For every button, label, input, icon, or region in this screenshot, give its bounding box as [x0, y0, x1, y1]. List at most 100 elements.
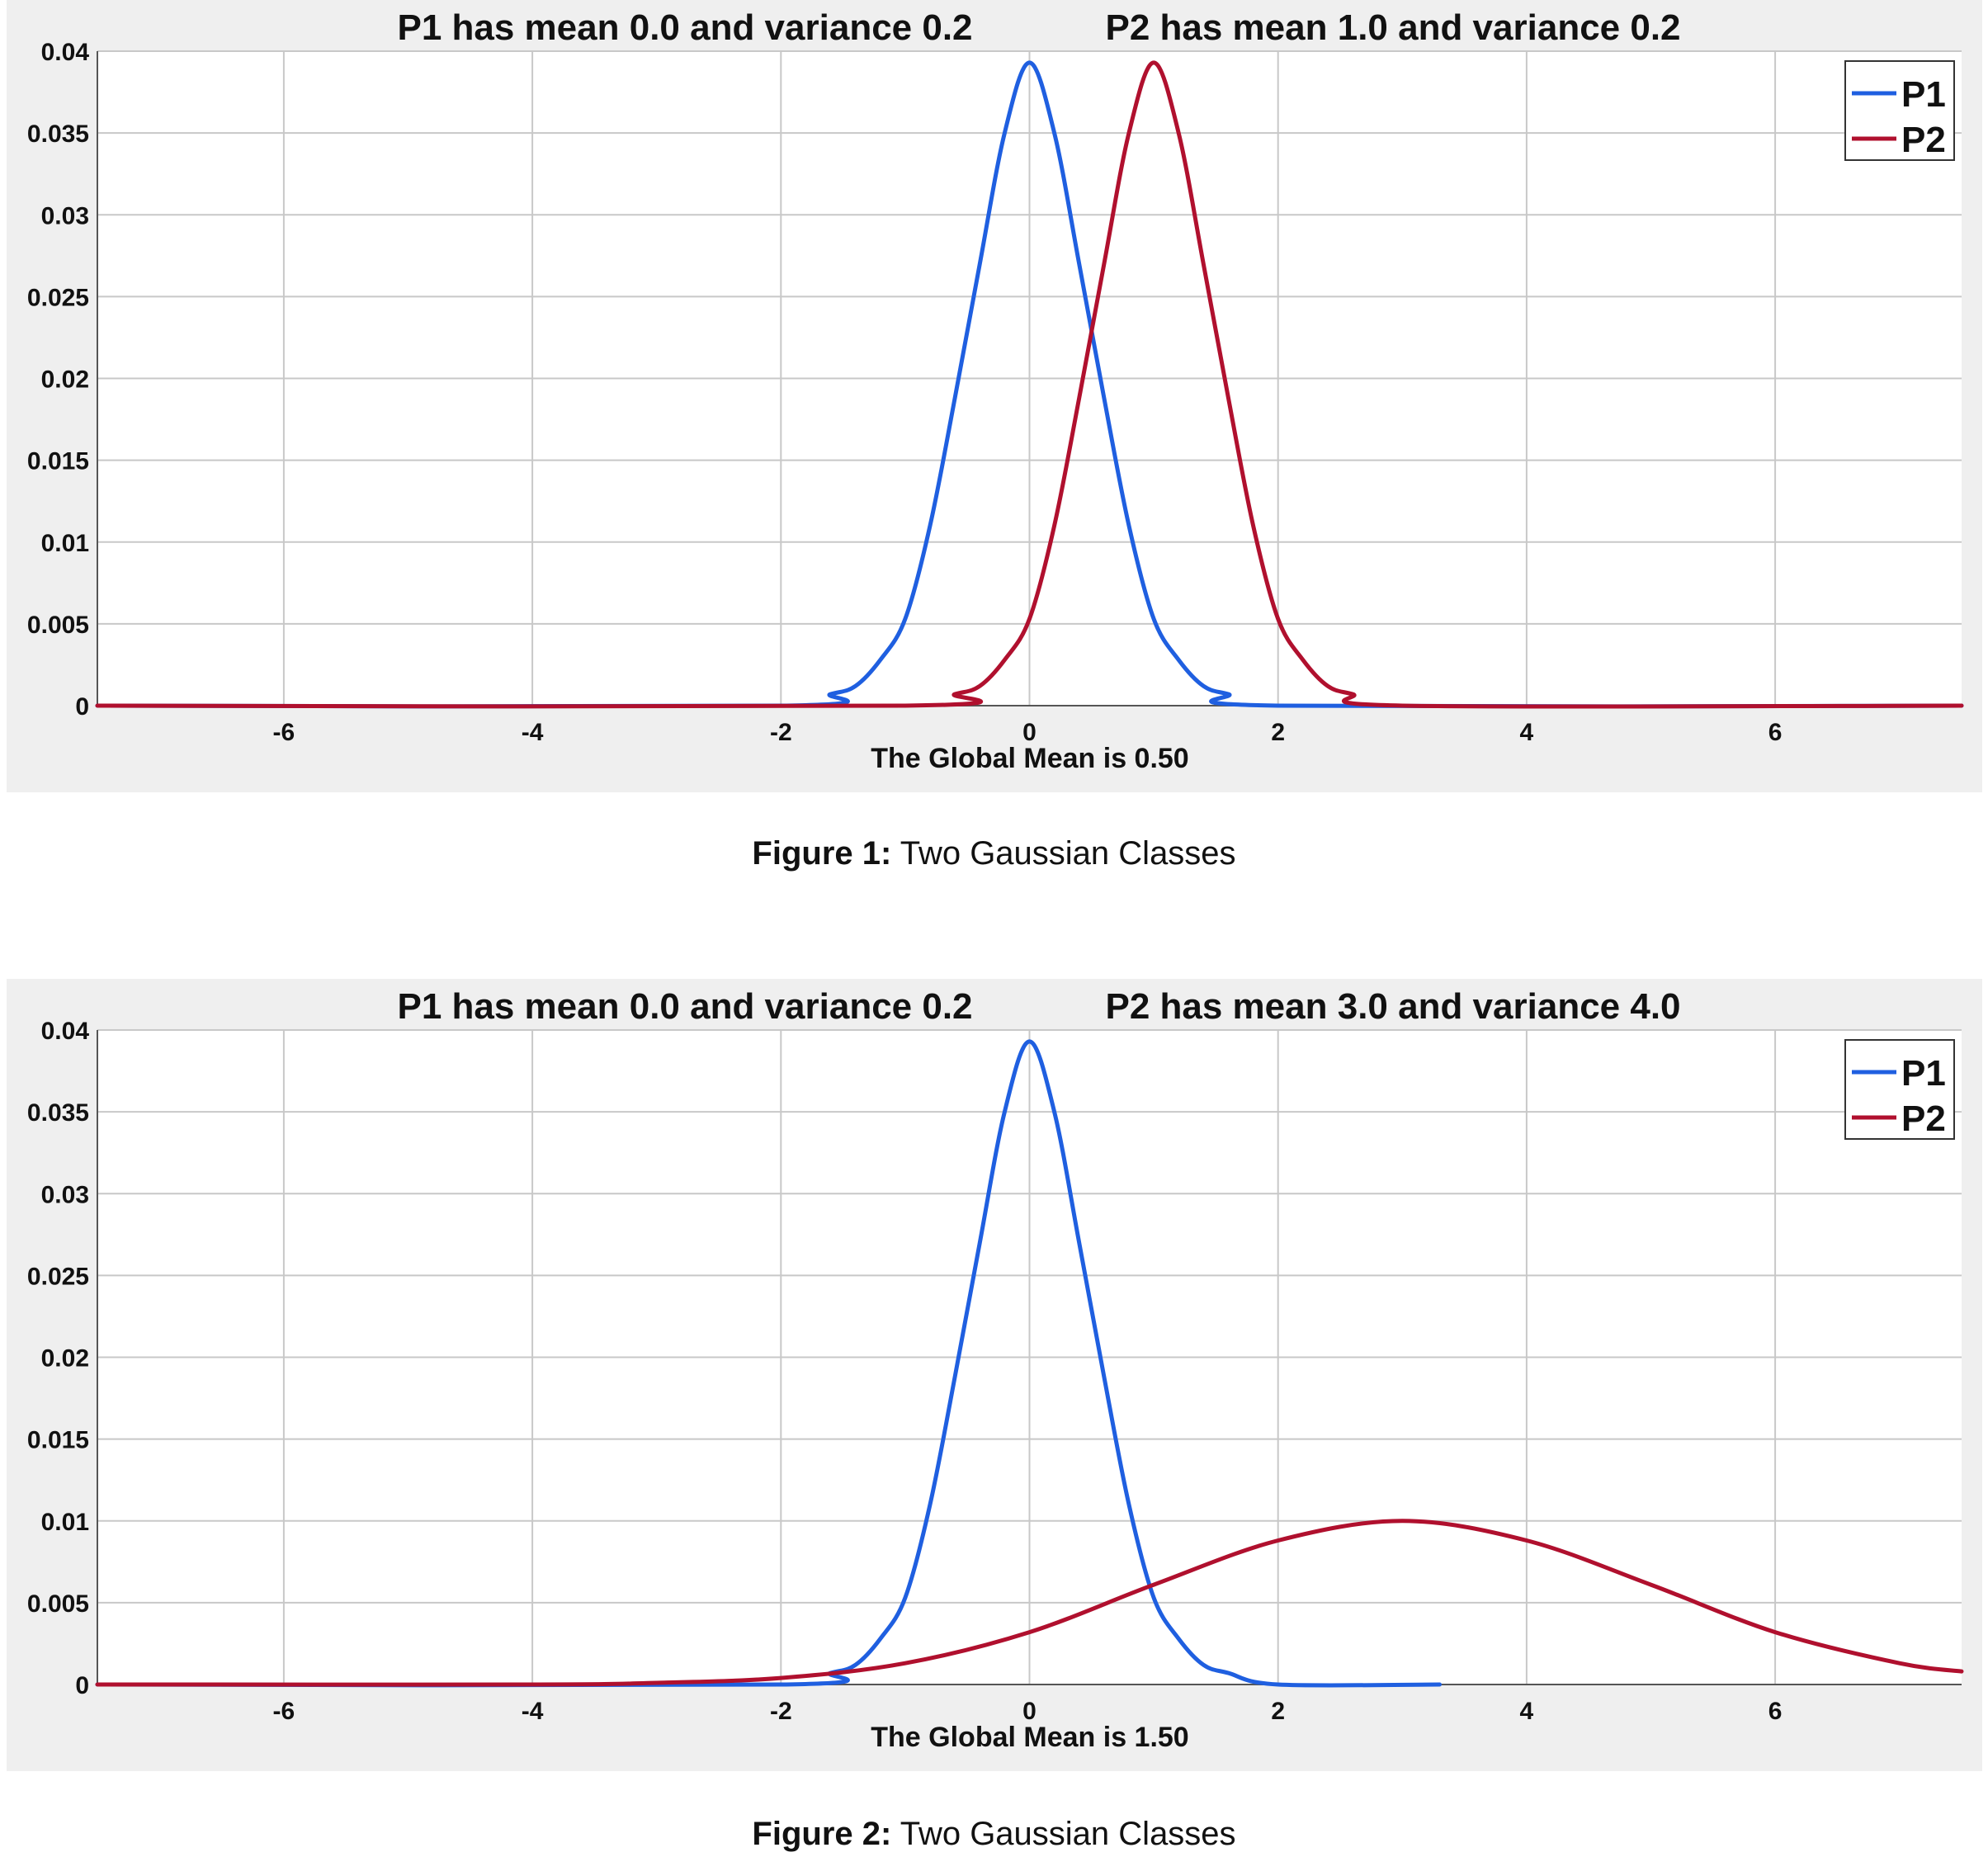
data-point-p2 — [955, 694, 956, 695]
x-tick-label: 6 — [1768, 719, 1783, 746]
chart-title-left: P1 has mean 0.0 and variance 0.2 — [397, 986, 972, 1027]
y-tick-label: 0.015 — [27, 448, 89, 475]
y-tick-label: 0.025 — [27, 284, 89, 311]
x-tick-label: 2 — [1271, 719, 1285, 746]
y-tick-label: 0.04 — [41, 1018, 90, 1045]
data-point-p1 — [1128, 525, 1129, 526]
x-tick-label: -2 — [770, 719, 792, 746]
y-tick-label: 0.005 — [27, 612, 89, 639]
data-point-p1 — [1054, 133, 1055, 134]
x-axis-label: The Global Mean is 1.50 — [871, 1722, 1188, 1753]
legend-label-p1: P1 — [1901, 1053, 1946, 1094]
data-point-p2 — [1054, 525, 1055, 526]
chart-panel-1: -6 -4 -2 0 2 4 6 0 0.005 0.01 0.015 0.02 0.025 0.03 0.… — [7, 0, 1982, 792]
y-tick-label: 0.03 — [41, 1181, 89, 1208]
chart-title-right: P2 has mean 3.0 and variance 4.0 — [1105, 986, 1680, 1027]
data-point-p2 — [1029, 1632, 1030, 1633]
legend-label-p2: P2 — [1901, 1099, 1946, 1139]
data-point-p2 — [1775, 1632, 1776, 1633]
x-tick-label: -2 — [770, 1698, 792, 1725]
x-tick-label: -6 — [273, 719, 295, 746]
figure-1-caption: Figure 1: Two Gaussian Classes — [0, 835, 1988, 872]
figure-1-caption-text: Two Gaussian Classes — [891, 835, 1236, 872]
data-point-p1 — [1029, 62, 1030, 63]
y-tick-label: 0.02 — [41, 366, 89, 394]
data-point-p2 — [1203, 263, 1204, 264]
data-point-p1 — [930, 1504, 931, 1505]
y-tick-label: 0.03 — [41, 202, 89, 229]
x-tick-label: 0 — [1022, 719, 1036, 746]
y-tick-label: 0.005 — [27, 1590, 89, 1618]
data-point-p1 — [855, 686, 856, 687]
data-point-p1 — [1004, 133, 1005, 134]
data-point-p1 — [1029, 1041, 1030, 1042]
figure-1-caption-label: Figure 1: — [752, 835, 892, 872]
data-point-p1 — [1203, 686, 1204, 687]
series-line-p2 — [95, 60, 1964, 709]
data-point-p1 — [855, 1665, 856, 1666]
data-point-p1 — [1128, 1504, 1129, 1505]
data-point-p1 — [1154, 1597, 1155, 1598]
y-tick-label: 0.01 — [41, 1509, 89, 1536]
legend-box — [1844, 1039, 1955, 1140]
x-tick-label: 2 — [1271, 1698, 1285, 1725]
y-tick-label: 0 — [75, 1672, 89, 1699]
x-tick-label: 0 — [1022, 1698, 1036, 1725]
y-tick-label: 0.025 — [27, 1263, 89, 1290]
data-point-p2 — [1103, 263, 1104, 264]
y-tick-label: 0.01 — [41, 530, 89, 557]
data-point-p2 — [1277, 1540, 1278, 1541]
data-point-p1 — [930, 525, 931, 526]
data-point-p2 — [1253, 525, 1254, 526]
data-point-p1 — [955, 398, 956, 399]
data-point-p2 — [1526, 1540, 1527, 1541]
chart-2-svg: -6 -4 -2 0 2 4 6 0 0.005 0.01 0.015 0.02 0.025 0.03 0.… — [27, 986, 1964, 1753]
data-point-p1 — [1228, 694, 1229, 695]
x-tick-label: -4 — [522, 1698, 544, 1725]
series-line-p1 — [95, 60, 1964, 709]
legend-label-p1: P1 — [1901, 74, 1946, 115]
legend-label-p2: P2 — [1901, 120, 1946, 160]
data-point-p1 — [1004, 1112, 1005, 1113]
figure-2-caption-text: Two Gaussian Classes — [891, 1816, 1236, 1852]
data-point-p1 — [1154, 618, 1155, 619]
x-tick-label: 4 — [1520, 719, 1534, 746]
data-point-p2 — [1302, 659, 1303, 660]
series-line-p2 — [95, 1519, 1964, 1687]
y-tick-label: 0 — [75, 693, 89, 721]
data-point-p2 — [1327, 686, 1328, 687]
figure-2-caption-label: Figure 2: — [752, 1816, 892, 1852]
chart-title-left: P1 has mean 0.0 and variance 0.2 — [397, 7, 972, 48]
data-point-p2 — [1402, 1520, 1403, 1521]
chart-title-right: P2 has mean 1.0 and variance 0.2 — [1105, 7, 1680, 48]
data-point-p1 — [904, 618, 905, 619]
data-point-p1 — [880, 659, 881, 660]
data-point-p2 — [781, 1678, 782, 1679]
data-point-p1 — [1203, 1665, 1204, 1666]
data-point-p1 — [830, 694, 831, 695]
data-point-p2 — [1178, 133, 1179, 134]
data-point-p2 — [1228, 398, 1229, 399]
data-point-p1 — [1054, 1112, 1055, 1113]
data-point-p2 — [1029, 618, 1030, 619]
y-tick-label: 0.015 — [27, 1427, 89, 1454]
legend-box — [1844, 60, 1955, 161]
data-point-p1 — [1103, 398, 1104, 399]
y-tick-label: 0.02 — [41, 1345, 89, 1373]
x-tick-label: 4 — [1520, 1698, 1534, 1725]
data-point-p2 — [656, 1683, 657, 1684]
data-point-p1 — [1178, 659, 1179, 660]
chart-1-svg: -6 -4 -2 0 2 4 6 0 0.005 0.01 0.015 0.02 0.025 0.03 0.… — [27, 7, 1964, 774]
data-point-p2 — [1004, 659, 1005, 660]
data-point-p2 — [1899, 1663, 1900, 1664]
data-point-p2 — [904, 1663, 905, 1664]
data-point-p1 — [1178, 1638, 1179, 1639]
x-tick-label: -4 — [522, 719, 544, 746]
data-point-p1 — [904, 1597, 905, 1598]
chart-panel-2: -6 -4 -2 0 2 4 6 0 0.005 0.01 0.015 0.02 0.025 0.03 0.… — [7, 979, 1982, 1771]
data-point-p2 — [1154, 62, 1155, 63]
data-point-p2 — [1277, 618, 1278, 619]
y-tick-label: 0.04 — [41, 39, 90, 66]
